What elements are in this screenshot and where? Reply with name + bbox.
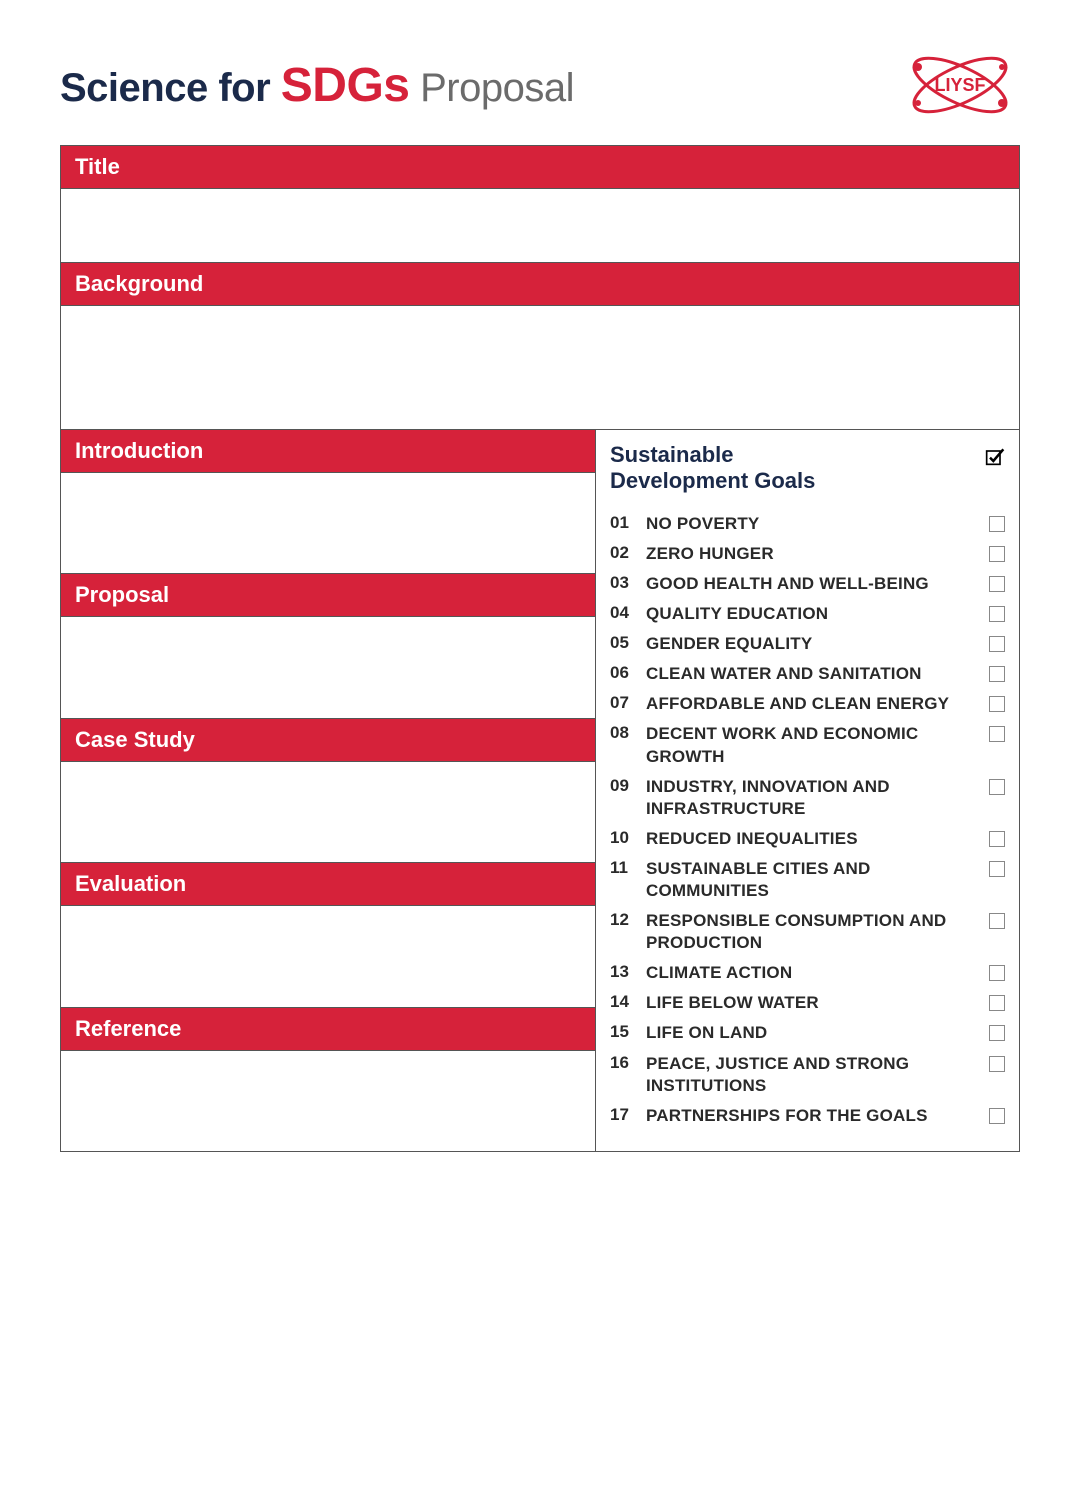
sdg-item-number: 01	[610, 513, 636, 533]
sdg-item: 04 QUALITY EDUCATION	[610, 599, 1005, 629]
sdg-item-number: 12	[610, 910, 636, 930]
section-header-casestudy: Case Study	[61, 719, 595, 761]
sdg-checkbox[interactable]	[989, 1025, 1005, 1041]
sdg-item-number: 05	[610, 633, 636, 653]
liysf-logo: LIYSF	[900, 55, 1020, 115]
sdg-item-number: 02	[610, 543, 636, 563]
sdg-item-label: AFFORDABLE AND CLEAN ENERGY	[646, 693, 979, 715]
sdg-item: 12 RESPONSIBLE CONSUMPTION AND PRODUCTION	[610, 906, 1005, 958]
sdg-checkbox[interactable]	[989, 726, 1005, 742]
checkmark-icon	[985, 446, 1005, 466]
title-part1: Science for	[60, 66, 281, 110]
proposal-form: Title Background Introduction Proposal C…	[60, 145, 1020, 1152]
sdg-checkbox[interactable]	[989, 965, 1005, 981]
section-body-background[interactable]	[61, 305, 1019, 430]
section-body-casestudy[interactable]	[61, 761, 595, 863]
sdg-item-number: 15	[610, 1022, 636, 1042]
sdg-item: 03 GOOD HEALTH AND WELL-BEING	[610, 569, 1005, 599]
section-header-introduction: Introduction	[61, 430, 595, 472]
svg-text:LIYSF: LIYSF	[934, 75, 985, 95]
sdg-item-number: 16	[610, 1053, 636, 1073]
section-title: Title	[61, 146, 1019, 263]
sdg-checkbox[interactable]	[989, 913, 1005, 929]
sdg-item-label: DECENT WORK AND ECONOMIC GROWTH	[646, 723, 979, 767]
sdg-item: 15 LIFE ON LAND	[610, 1018, 1005, 1048]
sdg-header: Sustainable Development Goals	[610, 442, 1005, 495]
section-header-title: Title	[61, 146, 1019, 188]
sdg-panel: Sustainable Development Goals 01 NO POVER…	[596, 430, 1019, 1151]
page-title: Science for SDGs Proposal	[60, 58, 574, 113]
sdg-checkbox[interactable]	[989, 606, 1005, 622]
sdg-item-number: 14	[610, 992, 636, 1012]
sdg-item-number: 13	[610, 962, 636, 982]
left-column: Introduction Proposal Case Study Evaluat…	[61, 430, 596, 1151]
sdg-item: 02 ZERO HUNGER	[610, 539, 1005, 569]
sdg-item: 05 GENDER EQUALITY	[610, 629, 1005, 659]
sdg-item-label: SUSTAINABLE CITIES AND COMMUNITIES	[646, 858, 979, 902]
sdg-checkbox[interactable]	[989, 696, 1005, 712]
sdg-item-number: 08	[610, 723, 636, 743]
section-header-evaluation: Evaluation	[61, 863, 595, 905]
section-body-introduction[interactable]	[61, 472, 595, 574]
section-header-reference: Reference	[61, 1008, 595, 1050]
sdg-item-number: 09	[610, 776, 636, 796]
section-body-evaluation[interactable]	[61, 905, 595, 1007]
section-body-reference[interactable]	[61, 1050, 595, 1151]
sdg-item: 06 CLEAN WATER AND SANITATION	[610, 659, 1005, 689]
sdg-item: 11 SUSTAINABLE CITIES AND COMMUNITIES	[610, 854, 1005, 906]
sdg-item: 16 PEACE, JUSTICE AND STRONG INSTITUTIONS	[610, 1049, 1005, 1101]
sdg-item-label: LIFE BELOW WATER	[646, 992, 979, 1014]
section-background: Background	[61, 263, 1019, 430]
sdg-item: 07 AFFORDABLE AND CLEAN ENERGY	[610, 689, 1005, 719]
sdg-checkbox[interactable]	[989, 831, 1005, 847]
sdg-item-label: QUALITY EDUCATION	[646, 603, 979, 625]
sdg-checkbox[interactable]	[989, 1056, 1005, 1072]
sdg-item-label: REDUCED INEQUALITIES	[646, 828, 979, 850]
sdg-item-label: CLEAN WATER AND SANITATION	[646, 663, 979, 685]
sdg-item-label: INDUSTRY, INNOVATION AND INFRASTRUCTURE	[646, 776, 979, 820]
sdg-item-number: 17	[610, 1105, 636, 1125]
sdg-checkbox[interactable]	[989, 861, 1005, 877]
sdg-title: Sustainable Development Goals	[610, 442, 870, 495]
sdg-item-label: LIFE ON LAND	[646, 1022, 979, 1044]
sdg-item-label: PEACE, JUSTICE AND STRONG INSTITUTIONS	[646, 1053, 979, 1097]
sdg-checkbox[interactable]	[989, 779, 1005, 795]
sdg-item-number: 11	[610, 858, 636, 878]
sdg-list: 01 NO POVERTY 02 ZERO HUNGER 03 GOOD HEALTH A…	[610, 509, 1005, 1131]
sdg-item: 17 PARTNERSHIPS FOR THE GOALS	[610, 1101, 1005, 1131]
sdg-item-number: 10	[610, 828, 636, 848]
sdg-checkbox[interactable]	[989, 995, 1005, 1011]
sdg-item-number: 03	[610, 573, 636, 593]
sdg-checkbox[interactable]	[989, 666, 1005, 682]
sdg-item: 08 DECENT WORK AND ECONOMIC GROWTH	[610, 719, 1005, 771]
sdg-item-label: NO POVERTY	[646, 513, 979, 535]
sdg-checkbox[interactable]	[989, 1108, 1005, 1124]
sdg-item-label: RESPONSIBLE CONSUMPTION AND PRODUCTION	[646, 910, 979, 954]
section-body-proposal[interactable]	[61, 616, 595, 718]
sdg-item: 13 CLIMATE ACTION	[610, 958, 1005, 988]
sdg-item-label: ZERO HUNGER	[646, 543, 979, 565]
sdg-item-number: 07	[610, 693, 636, 713]
section-body-title[interactable]	[61, 188, 1019, 263]
title-part3: Proposal	[409, 66, 573, 110]
sdg-item-number: 06	[610, 663, 636, 683]
sdg-item-label: CLIMATE ACTION	[646, 962, 979, 984]
sdg-checkbox[interactable]	[989, 516, 1005, 532]
sdg-item-label: GENDER EQUALITY	[646, 633, 979, 655]
section-header-proposal: Proposal	[61, 574, 595, 616]
sdg-item: 09 INDUSTRY, INNOVATION AND INFRASTRUCTUR…	[610, 772, 1005, 824]
sdg-item-label: GOOD HEALTH AND WELL-BEING	[646, 573, 979, 595]
sdg-item: 01 NO POVERTY	[610, 509, 1005, 539]
split-layout: Introduction Proposal Case Study Evaluat…	[61, 430, 1019, 1151]
sdg-item: 10 REDUCED INEQUALITIES	[610, 824, 1005, 854]
sdg-item-label: PARTNERSHIPS FOR THE GOALS	[646, 1105, 979, 1127]
title-part2: SDGs	[281, 59, 410, 112]
sdg-item-number: 04	[610, 603, 636, 623]
page-header: Science for SDGs Proposal LIYSF	[60, 55, 1020, 115]
section-header-background: Background	[61, 263, 1019, 305]
sdg-checkbox[interactable]	[989, 636, 1005, 652]
sdg-checkbox[interactable]	[989, 546, 1005, 562]
sdg-checkbox[interactable]	[989, 576, 1005, 592]
sdg-item: 14 LIFE BELOW WATER	[610, 988, 1005, 1018]
